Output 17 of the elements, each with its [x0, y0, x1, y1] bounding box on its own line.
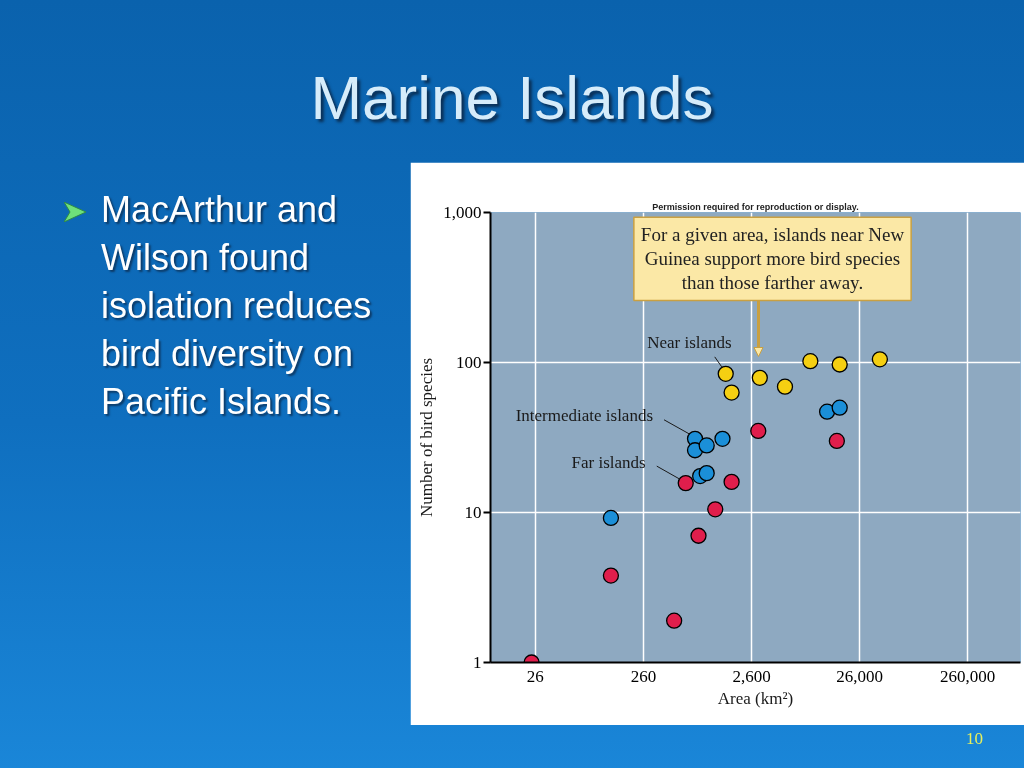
x-tick-label: 260,000 — [940, 666, 996, 686]
y-axis-title: Number of bird species — [417, 357, 437, 518]
x-tick-label: 26,000 — [836, 666, 884, 686]
y-tick-label: 1 — [473, 653, 482, 672]
text: MacArthur and Wilson found isolation reduces bird diversity on Pacific Islands. — [101, 188, 373, 424]
x-tick-label: 2,600 — [732, 666, 771, 686]
y-tick-label: 1,000 — [443, 203, 482, 222]
x-axis-title: Area (km²) — [717, 688, 794, 708]
chart-title: Marine Islands — [309, 61, 715, 134]
y-tick-label: 10 — [464, 503, 482, 522]
y-tick-label: 100 — [456, 353, 482, 372]
x-tick-label: 26 — [526, 666, 544, 686]
text: Permission required for reproduction or display. — [652, 201, 859, 212]
series-label: Near islands — [647, 333, 732, 353]
x-tick-label: 260 — [630, 666, 657, 686]
annotation: For a given area, islands near New Guinea support more bird species than those farther away. — [640, 224, 905, 294]
text: 10 — [966, 728, 983, 750]
